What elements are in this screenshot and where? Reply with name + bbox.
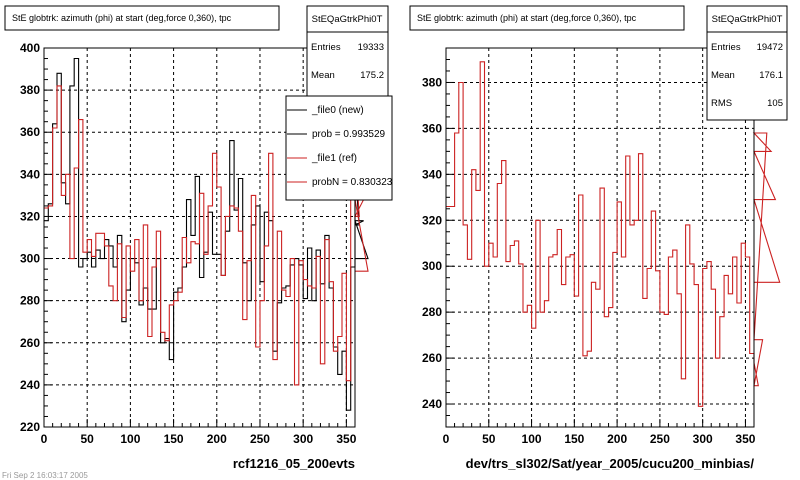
x-tick-label: 50 [81, 432, 95, 446]
axis-ticks-right: 0 50 100 150 200 250 300 350 240 260 280 300 320 340 3… [422, 58, 756, 446]
x-tick-label: 100 [522, 432, 542, 446]
x-tick-label: 300 [293, 432, 313, 446]
stats-value: 175.2 [360, 70, 384, 81]
x-tick-label: 350 [735, 432, 755, 446]
x-tick-label: 0 [41, 432, 48, 446]
stats-label: Entries [311, 42, 341, 53]
x-tick-label: 200 [207, 432, 227, 446]
histogram-series [446, 61, 781, 407]
histogram-series [44, 85, 369, 386]
y-tick-label: 260 [422, 351, 442, 365]
y-tick-label: 220 [20, 420, 40, 434]
legend-label: _file0 (new) [311, 105, 364, 116]
stats-name-left: StEQaGtrkPhi0T [312, 14, 383, 25]
x-tick-label: 100 [120, 432, 140, 446]
y-tick-label: 360 [422, 121, 442, 135]
x-tick-label: 250 [250, 432, 270, 446]
stats-label: Entries [711, 42, 741, 53]
x-axis-label-right: dev/trs_sl302/Sat/year_2005/cucu200_minb… [466, 456, 755, 471]
stats-box-right: StEQaGtrkPhi0T Entries 19472 Mean 176.1 … [706, 5, 788, 121]
y-tick-label: 260 [20, 336, 40, 350]
axis-ticks-left: 0 50 100 150 200 250 300 350 220 240 260 280 300 320 3… [20, 41, 357, 446]
y-tick-label: 280 [20, 294, 40, 308]
legend-label: _file1 (ref) [311, 153, 357, 164]
y-tick-label: 320 [20, 209, 40, 223]
y-tick-label: 340 [20, 167, 40, 181]
y-tick-label: 300 [20, 252, 40, 266]
stats-value: 176.1 [759, 70, 783, 81]
footer-timestamp: Fri Sep 2 16:03:17 2005 [2, 471, 88, 480]
legend-label: prob = 0.993529 [312, 129, 386, 140]
stats-value: 105 [767, 98, 783, 109]
y-tick-label: 300 [422, 259, 442, 273]
stats-box-left: StEQaGtrkPhi0T Entries 19333 Mean 175.2 [306, 5, 389, 113]
plot-title-left: StE globtrk: azimuth (phi) at start (deg… [12, 13, 232, 23]
legend-label: probN = 0.830323 [312, 177, 393, 188]
y-tick-label: 380 [20, 83, 40, 97]
x-tick-label: 350 [336, 432, 356, 446]
x-tick-label: 250 [650, 432, 670, 446]
x-axis-label-left: rcf1216_05_200evts [233, 456, 355, 471]
x-tick-label: 200 [607, 432, 627, 446]
y-tick-label: 320 [422, 213, 442, 227]
y-tick-label: 280 [422, 305, 442, 319]
stats-label: Mean [311, 70, 335, 81]
title-box-left: StE globtrk: azimuth (phi) at start (deg… [4, 5, 280, 31]
y-tick-label: 360 [20, 125, 40, 139]
stats-label: Mean [711, 70, 735, 81]
legend-box: _file0 (new) prob = 0.993529 _file1 (ref… [285, 95, 393, 201]
x-tick-label: 150 [164, 432, 184, 446]
stats-value: 19472 [757, 42, 783, 53]
y-tick-label: 240 [422, 397, 442, 411]
x-tick-label: 300 [693, 432, 713, 446]
x-tick-label: 150 [564, 432, 584, 446]
title-box-right: StE globtrk: azimuth (phi) at start (deg… [409, 5, 685, 31]
histograms-right [446, 61, 781, 407]
y-tick-label: 400 [20, 41, 40, 55]
y-tick-label: 240 [20, 378, 40, 392]
panel-left: 0 50 100 150 200 250 300 350 220 240 260 280 300 320 3… [4, 5, 393, 471]
stats-name-right: StEQaGtrkPhi0T [712, 14, 783, 25]
panel-right: 0 50 100 150 200 250 300 350 240 260 280 300 320 340 3… [409, 5, 788, 471]
stats-label: RMS [711, 98, 732, 109]
y-tick-label: 380 [422, 75, 442, 89]
x-tick-label: 50 [482, 432, 496, 446]
y-tick-label: 340 [422, 167, 442, 181]
stats-value: 19333 [358, 42, 384, 53]
plot-title-right: StE globtrk: azimuth (phi) at start (deg… [417, 13, 637, 23]
histograms-left [44, 57, 369, 411]
x-tick-label: 0 [443, 432, 450, 446]
